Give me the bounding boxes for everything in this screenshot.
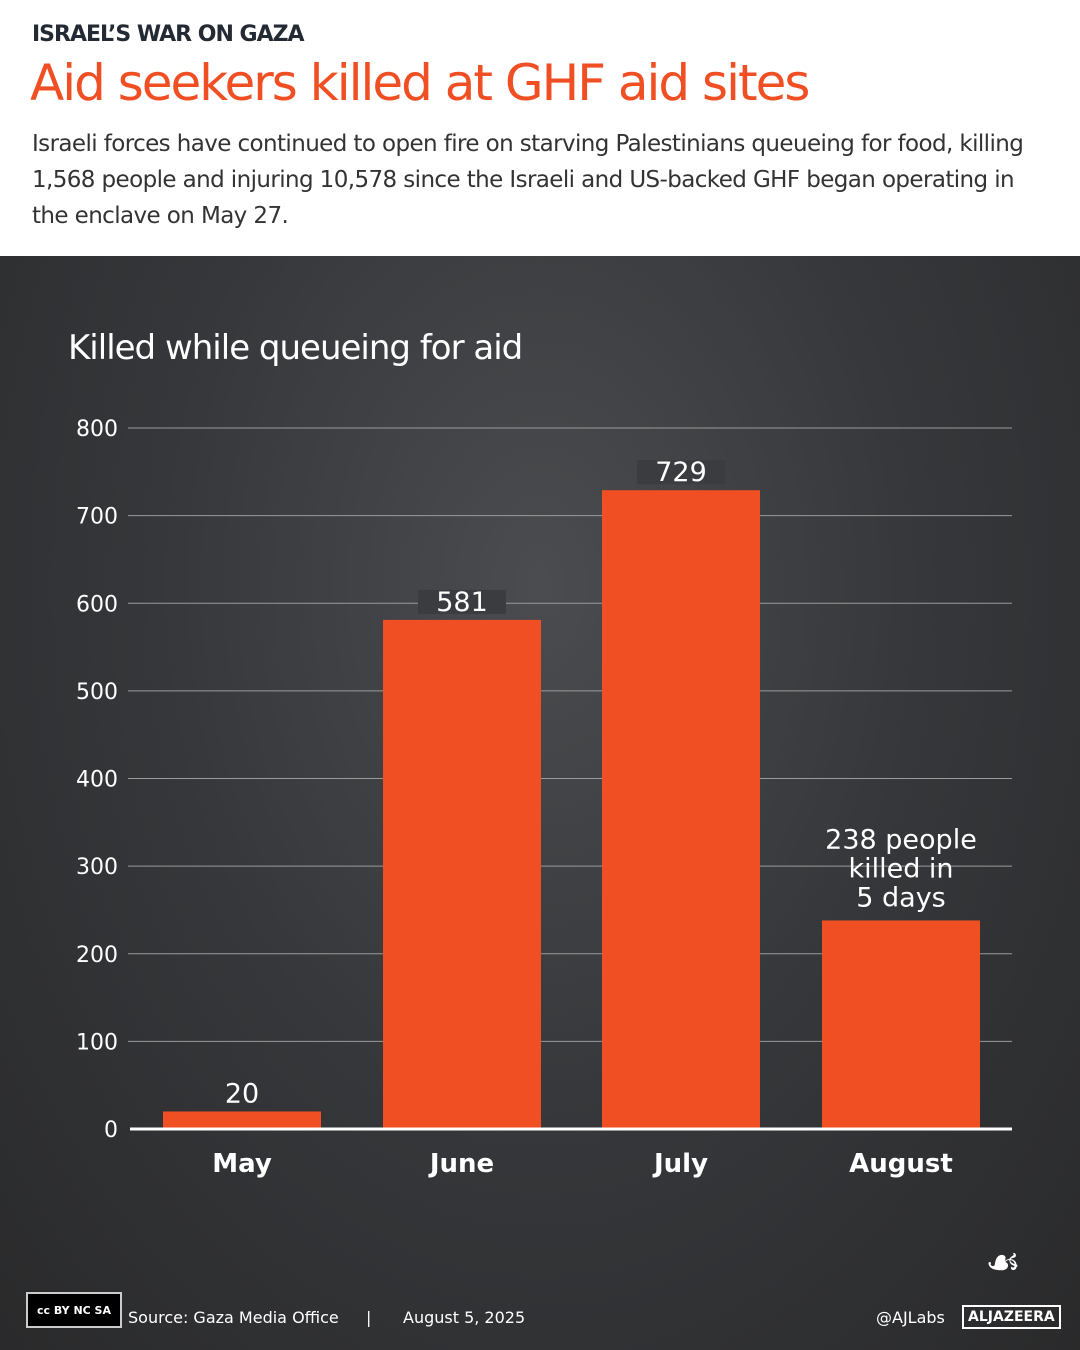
aljazeera-wordmark: ALJAZEERA xyxy=(962,1305,1061,1329)
y-tick-label: 600 xyxy=(76,592,118,617)
data-label: 729 xyxy=(655,457,707,488)
x-tick-label: August xyxy=(849,1149,953,1179)
data-label: 5 days xyxy=(856,882,946,913)
y-tick-label: 500 xyxy=(76,680,118,705)
y-tick-label: 700 xyxy=(76,505,118,530)
kicker: ISRAEL’S WAR ON GAZA xyxy=(32,22,305,47)
subtitle: Israeli forces have continued to open fi… xyxy=(32,131,1024,229)
date: August 5, 2025 xyxy=(403,1308,526,1327)
source: Source: Gaza Media Office xyxy=(128,1308,339,1327)
data-label: killed in xyxy=(848,853,953,884)
data-label: 20 xyxy=(225,1078,259,1109)
x-tick-label: May xyxy=(212,1149,272,1179)
data-label: 238 people xyxy=(825,824,977,855)
handle: @AJLabs xyxy=(876,1308,945,1327)
cc-license-icon: cc BY NC SA xyxy=(26,1292,122,1328)
headline: Aid seekers killed at GHF aid sites xyxy=(30,54,810,112)
y-tick-label: 0 xyxy=(104,1118,118,1143)
y-tick-label: 300 xyxy=(76,855,118,880)
aljazeera-logo-icon: ☙ xyxy=(985,1240,1021,1286)
x-tick-label: July xyxy=(652,1149,708,1179)
bar-august xyxy=(822,920,980,1129)
y-tick-label: 400 xyxy=(76,768,118,793)
x-tick-label: June xyxy=(428,1149,494,1179)
chart-title: Killed while queueing for aid xyxy=(68,328,523,368)
data-label: 581 xyxy=(436,587,488,618)
separator: | xyxy=(366,1308,372,1327)
bar-july xyxy=(602,490,760,1129)
data-label-backdrop xyxy=(418,589,506,614)
y-tick-label: 200 xyxy=(76,943,118,968)
header: ISRAEL’S WAR ON GAZA Aid seekers killed … xyxy=(0,0,1080,256)
bar-june xyxy=(383,619,541,1129)
data-label-backdrop xyxy=(637,460,725,485)
y-tick-label: 800 xyxy=(76,417,118,442)
bar-may xyxy=(163,1111,321,1129)
y-tick-label: 100 xyxy=(76,1030,118,1055)
